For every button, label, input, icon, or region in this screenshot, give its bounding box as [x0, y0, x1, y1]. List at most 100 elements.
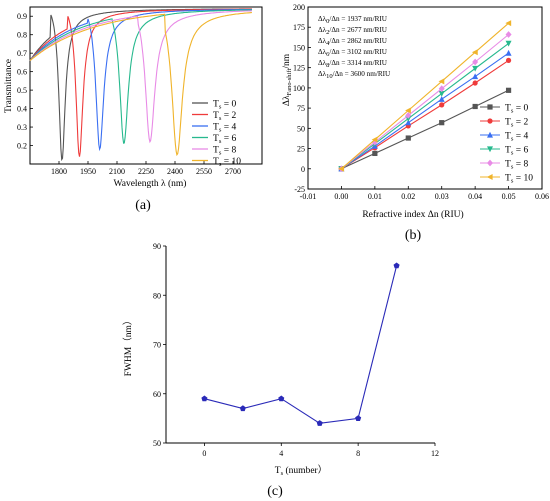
- panel-c-ytick-label: 80: [153, 291, 161, 300]
- panel-a-xtick-label: 2100: [109, 167, 125, 176]
- panel-a-curve-series-3: [29, 9, 252, 144]
- panel-a-legend-label: Ts = 6: [213, 134, 236, 145]
- panel-a-curve-series-4: [29, 10, 252, 144]
- panel-b-line-series-2: [341, 52, 509, 170]
- panel-c-ytick-label: 60: [153, 390, 161, 399]
- panel-b-sensitivity-annotation: Δλ10/Δn = 3600 nm/RIU: [318, 70, 391, 80]
- panel-b-legend-label-suffix: = 4: [513, 132, 528, 142]
- panel-b-legend-marker: [487, 131, 493, 138]
- panel-b-line-series-1: [341, 59, 509, 170]
- panel-b-legend-label-main: T: [505, 146, 511, 156]
- panel-b-data-point: [472, 73, 479, 80]
- panel-b-data-point: [405, 119, 412, 126]
- panel-b-data-point: [505, 40, 512, 47]
- panel-b-data-point: [405, 135, 411, 141]
- panel-c-xlabel-main: T: [275, 466, 281, 476]
- panel-b-data-point: [505, 87, 512, 93]
- panel-b-legend-label: Ts = 0: [505, 104, 528, 115]
- panel-a-legend-label: Ts = 2: [213, 111, 236, 122]
- panel-b-data-point: [472, 65, 479, 72]
- panel-c-data-point: [393, 262, 400, 269]
- panel-b-sensitivity-annotation: Δλ2/Δn = 2677 nm/RIU: [318, 26, 388, 36]
- panel-b-data-point: [372, 150, 378, 157]
- panel-c-xtick-label: 12: [431, 449, 439, 458]
- panel-b-data-point: [438, 96, 445, 102]
- panel-b-data-point: [505, 49, 512, 56]
- panel-b-ytick-label: 75: [297, 104, 305, 113]
- panel-a-legend-label-sub: s: [219, 150, 222, 157]
- panel-b-xtick-label: 0.01: [368, 192, 382, 201]
- panel-b-legend-label: Ts = 8: [505, 160, 528, 171]
- panel-c-xlabel-suffix: (number）: [283, 464, 327, 476]
- panel-b-sensitivity-annotation: Δλ0/Δn = 1937 nm/RIU: [318, 15, 388, 25]
- panel-a-legend-label-main: T: [213, 134, 219, 144]
- panel-b-legend-marker: [486, 174, 493, 180]
- panel-c-fwhm-chart: 0 4 8 12 50 60 70 80 90 Ts (number） FWHM（nm） (c): [122, 242, 439, 499]
- panel-b-sensitivity-annotation-sub: 8: [326, 62, 329, 69]
- panel-b-sensitivity-annotation-sub: 2: [326, 29, 329, 36]
- panel-a-legend-label: Ts = 0: [213, 100, 236, 111]
- panel-a-ytick-label: 0.6: [17, 68, 27, 77]
- panel-a-xtick-label: 2700: [225, 167, 241, 176]
- panel-a-legend-label-sub: s: [219, 127, 222, 134]
- panel-b-legend: Ts = 0Ts = 2Ts = 4Ts = 6Ts = 8Ts = 10: [480, 104, 533, 185]
- panel-b-data-point: [438, 78, 445, 85]
- panel-c-data-point: [239, 405, 246, 412]
- panel-b-ytick-label: 25: [297, 145, 305, 154]
- panel-b-data-point: [472, 80, 478, 86]
- panel-a-legend-label-suffix: = 4: [221, 123, 236, 133]
- panel-b-legend-label-sub: s: [511, 136, 514, 143]
- panel-b-sensitivity-annotation: Δλ4/Δn = 2862 nm/RIU: [318, 37, 388, 47]
- panel-b-xtick-label: 0.03: [435, 192, 449, 201]
- panel-b-legend-marker: [487, 146, 493, 153]
- panel-a-xtick-label: 2550: [196, 167, 212, 176]
- panel-b-data-point: [405, 111, 412, 119]
- panel-a-legend-label-main: T: [213, 123, 219, 133]
- panel-a-ytick-label: 0.4: [17, 105, 27, 114]
- panel-c-ticks: 0 4 8 12 50 60 70 80 90: [153, 242, 439, 458]
- panel-b-legend-label-sub: s: [511, 108, 514, 115]
- panel-b-xlabel: Refractive index Δn (RIU): [362, 209, 463, 220]
- panel-b-sensitivity-annotation-main: Δλ: [318, 48, 327, 56]
- panel-b-sensitivity-annotation-suffix: /Δn = 3102 nm/RIU: [329, 48, 387, 56]
- panel-a-legend-label-sub: s: [219, 138, 222, 145]
- panel-b-data-point: [505, 31, 512, 38]
- panel-b-ylabel-sub: Fano-shift: [286, 68, 293, 95]
- panel-c-xtick-label: 0: [202, 449, 206, 458]
- panel-b-data-point: [405, 116, 412, 122]
- panel-c-xlabel-sub: s: [281, 470, 284, 477]
- panel-a-legend-label-suffix: = 10: [221, 157, 241, 167]
- panel-b-ytick-label: -25: [294, 185, 305, 194]
- panel-b-ytick-label: 125: [293, 64, 305, 73]
- panel-a-legend-label: Ts = 10: [213, 157, 241, 168]
- panel-b-legend-label-suffix: = 6: [513, 146, 528, 156]
- panel-b-legend-label-suffix: = 2: [513, 118, 528, 128]
- panel-b-ytick-label: 100: [293, 84, 305, 93]
- panel-b-sensitivity-annotation-main: Δλ: [318, 26, 327, 34]
- panel-a-xtick-label: 2400: [167, 167, 183, 176]
- panel-b-line-series-3: [341, 42, 509, 170]
- panel-a-ytick-label: 0.3: [17, 123, 27, 132]
- panel-a-legend-label-sub: s: [219, 161, 222, 168]
- panel-b-xtick-label: 0.02: [401, 192, 415, 201]
- panel-a-legend-label: Ts = 8: [213, 146, 236, 157]
- panel-b-legend-label-suffix: = 0: [513, 104, 528, 114]
- panel-a-transmittance-chart: 1800 1950 2100 2250 2400 2550 2700 0.2 0.3 0.4 0.5…: [4, 6, 263, 213]
- panel-b-xtick-label: 0.04: [468, 192, 482, 201]
- panel-c-ylabel: FWHM（nm）: [122, 316, 134, 377]
- panel-b-sensitivity-annotation-suffix: /Δn = 3600 nm/RIU: [333, 70, 391, 78]
- panel-c-ytick-label: 90: [153, 242, 161, 251]
- panel-b-xtick-label: 0.00: [334, 192, 348, 201]
- panel-b-sensitivity-annotation-sub: 10: [326, 73, 333, 80]
- panel-c-data-point: [355, 415, 362, 421]
- panel-b-legend-label-sub: s: [511, 164, 514, 171]
- panel-c-xlabel: Ts (number）: [275, 464, 327, 477]
- panel-b-legend-label-suffix: = 10: [513, 174, 533, 184]
- panel-b-line-series-4: [341, 34, 509, 170]
- panel-a-legend-label-suffix: = 0: [221, 100, 236, 110]
- panel-c-series: [201, 262, 400, 426]
- panel-b-sensitivity-annotation-main: Δλ: [318, 70, 327, 78]
- panel-b-legend-label-suffix: = 8: [513, 160, 528, 170]
